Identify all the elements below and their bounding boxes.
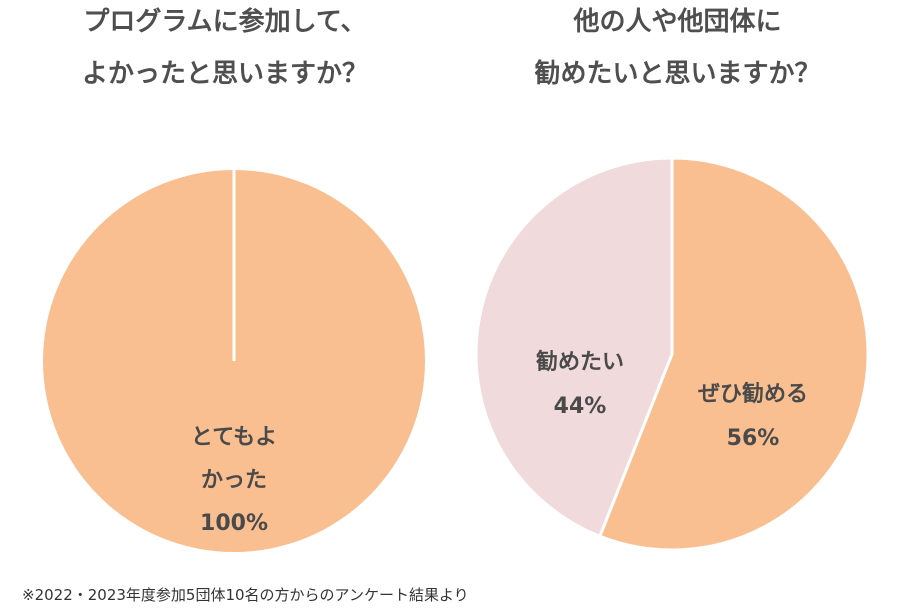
chart-title-right: 他の人や他団体に 勧めたいと思いますか？ <box>450 0 905 100</box>
pie-right-slice-value-zehi: 56% <box>727 426 780 451</box>
pie-right-slice-1 <box>474 156 674 538</box>
pie-right-slice-label-zehi: ぜひ勧める <box>698 381 808 407</box>
pie-right-slice-value-susumetai: 44% <box>554 394 607 419</box>
pie-right-slice-0 <box>598 156 870 552</box>
chart-title-left: プログラムに参加して、 よかったと思いますか？ <box>0 0 450 100</box>
chart-title-right-line-1: 他の人や他団体に <box>573 7 782 37</box>
pie-chart-right <box>474 156 870 552</box>
chart-title-left-line-2: よかったと思いますか？ <box>81 59 368 89</box>
pie-right-slice-label-susumetai: 勧めたい <box>536 349 624 375</box>
pie-chart-left <box>43 170 425 552</box>
pie-left-slice-value-label: 100% <box>200 511 268 536</box>
pie-left-slice-label-line-2: かった <box>201 468 267 493</box>
footnote: ※2022・2023年度参加5団体10名の方からのアンケート結果より <box>22 586 469 604</box>
pie-left-slice-label-line-1: とてもよ <box>191 425 277 450</box>
chart-title-left-line-1: プログラムに参加して、 <box>83 7 367 37</box>
chart-title-right-line-2: 勧めたいと思いますか？ <box>534 59 821 89</box>
